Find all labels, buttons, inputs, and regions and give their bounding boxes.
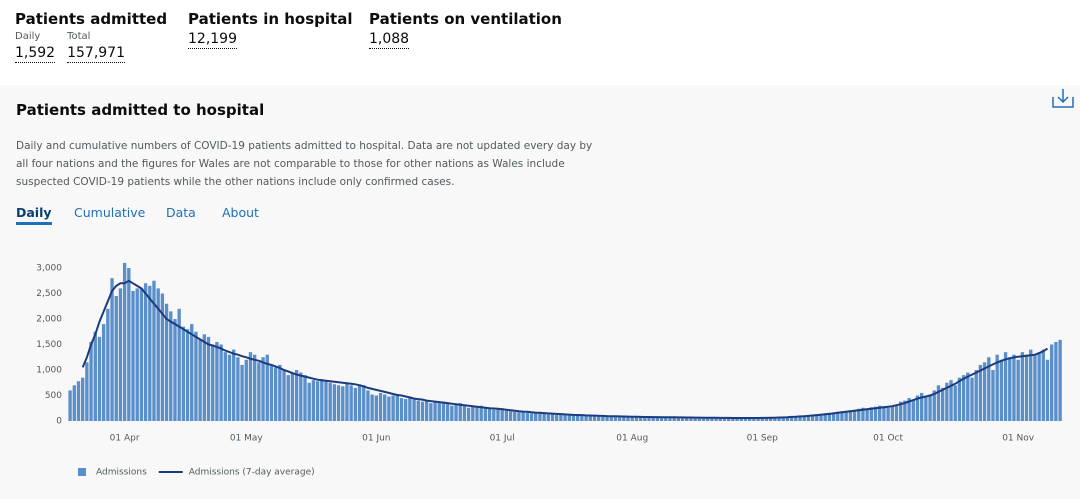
- stat-title: Patients on ventilation: [369, 10, 562, 28]
- download-button[interactable]: [1051, 87, 1075, 109]
- stat-label: Total: [67, 31, 91, 42]
- stat-title: Patients admitted: [15, 10, 168, 28]
- description-line: suspected COVID-19 patients while the ot…: [16, 176, 455, 188]
- tab[interactable]: Data: [166, 205, 196, 220]
- chart-panel: Patients admitted to hospital Daily and …: [0, 85, 1080, 499]
- stat: Patients in hospital 12,199: [188, 10, 352, 49]
- stat-value: 1,088: [369, 31, 410, 49]
- tab[interactable]: Cumulative: [74, 205, 146, 220]
- stat-title: Patients in hospital: [188, 10, 353, 28]
- download-icon: [1052, 89, 1074, 108]
- description-line: Daily and cumulative numbers of COVID-19…: [16, 140, 593, 152]
- stat-value: 12,199: [188, 31, 237, 49]
- stat: Patients admitted Daily 1,592 Total 157,971: [15, 10, 167, 63]
- description: Daily and cumulative numbers of COVID-19…: [16, 137, 592, 191]
- stat-item: Daily 1,592: [15, 28, 56, 63]
- description-line: all four nations and the figures for Wal…: [16, 158, 565, 170]
- tab[interactable]: Daily: [16, 205, 52, 225]
- stat-value: 1,592: [15, 45, 56, 63]
- stat-item: Total 157,971: [67, 28, 125, 63]
- stat-label: Daily: [15, 31, 41, 42]
- stat-value: 157,971: [67, 45, 125, 63]
- panel-title: Patients admitted to hospital: [16, 101, 265, 119]
- stat: Patients on ventilation 1,088: [369, 10, 562, 49]
- tab[interactable]: About: [222, 205, 259, 220]
